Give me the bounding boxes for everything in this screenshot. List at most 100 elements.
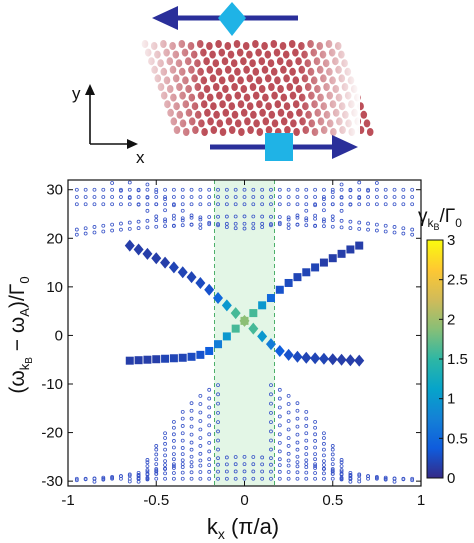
y-tick-label: 10 (46, 279, 63, 296)
atom (228, 126, 236, 134)
mode-point (401, 476, 406, 481)
mode-point (304, 458, 309, 463)
mode-point (198, 410, 203, 415)
atom (228, 102, 236, 111)
mode-point (233, 221, 238, 226)
mode-point (304, 223, 309, 228)
mode-point (92, 187, 97, 192)
mode-point (330, 471, 335, 476)
mode-point (180, 465, 185, 470)
atom (240, 57, 247, 66)
atom (283, 74, 290, 83)
atom (252, 40, 259, 48)
data-series (124, 239, 365, 367)
atom (243, 65, 250, 74)
mode-point (224, 476, 229, 481)
mode-point (242, 221, 247, 226)
mode-point (180, 218, 185, 223)
mode-point (110, 222, 115, 227)
atom (237, 76, 244, 85)
mode-point (286, 217, 291, 222)
y-ticks: -30 -20 -10 0 10 20 30 (41, 182, 421, 490)
mode-point (127, 220, 132, 225)
mode-point (163, 467, 167, 471)
mode-point (304, 216, 309, 221)
atom (273, 48, 281, 57)
mode-point (180, 424, 185, 428)
mode-point (286, 187, 291, 192)
mode-point (277, 215, 282, 219)
mode-point (189, 432, 194, 437)
mode-point (313, 224, 318, 228)
atom (292, 100, 300, 109)
atom (286, 110, 294, 119)
mode-point (119, 221, 123, 226)
mode-point (366, 221, 370, 226)
mode-point (83, 195, 88, 199)
mode-point (374, 202, 379, 207)
mode-point (269, 476, 273, 481)
mode-point (224, 214, 229, 219)
mode-point (383, 202, 388, 207)
mode-point (233, 187, 238, 192)
atom (246, 74, 254, 83)
atom (228, 74, 235, 83)
mode-point (304, 416, 309, 421)
mode-point (216, 187, 220, 192)
mode-point (260, 476, 265, 481)
mode-point (295, 460, 300, 465)
mode-point (330, 452, 335, 457)
atom (249, 59, 256, 68)
mode-point (286, 476, 291, 481)
atom (279, 42, 287, 50)
mode-point (189, 424, 194, 429)
mode-point (410, 187, 415, 192)
mode-point (74, 478, 79, 483)
mode-point (374, 187, 379, 192)
mode-point (224, 469, 229, 474)
mode-point (277, 440, 282, 445)
mode-point (180, 195, 185, 199)
atom (292, 48, 299, 57)
mode-point (260, 214, 265, 219)
mode-point (357, 226, 362, 231)
mode-point (383, 223, 388, 228)
mode-point (242, 202, 247, 207)
mode-point (216, 214, 220, 219)
x-tick-label: -1 (61, 492, 74, 509)
mode-point (233, 476, 238, 481)
mode-point (207, 414, 212, 419)
mode-point (401, 187, 406, 192)
atom (230, 59, 238, 68)
mode-point (163, 197, 167, 201)
mode-point (163, 224, 167, 229)
mode-point (180, 476, 185, 481)
mode-point (304, 208, 309, 213)
mode-point (189, 215, 194, 220)
square-point (346, 245, 355, 254)
atom (290, 119, 297, 128)
mode-point (339, 464, 344, 469)
atom (270, 40, 278, 48)
mode-point (304, 202, 309, 207)
mode-point (180, 446, 185, 450)
mode-point (339, 208, 344, 213)
mode-point (374, 195, 379, 199)
atom (250, 110, 257, 119)
mode-point (286, 215, 291, 220)
mode-point (180, 208, 185, 213)
mode-point (357, 196, 362, 200)
mode-point (163, 217, 167, 222)
square-point (169, 354, 178, 363)
atom (258, 85, 266, 93)
mode-point (251, 187, 256, 192)
mode-point (322, 195, 326, 199)
atom (206, 42, 213, 50)
mode-point (92, 195, 97, 199)
mode-point (136, 188, 141, 193)
x-axis-label: kx (π/a) (207, 514, 279, 542)
mode-point (322, 217, 326, 222)
mode-point (286, 222, 291, 227)
mode-point (154, 444, 159, 448)
